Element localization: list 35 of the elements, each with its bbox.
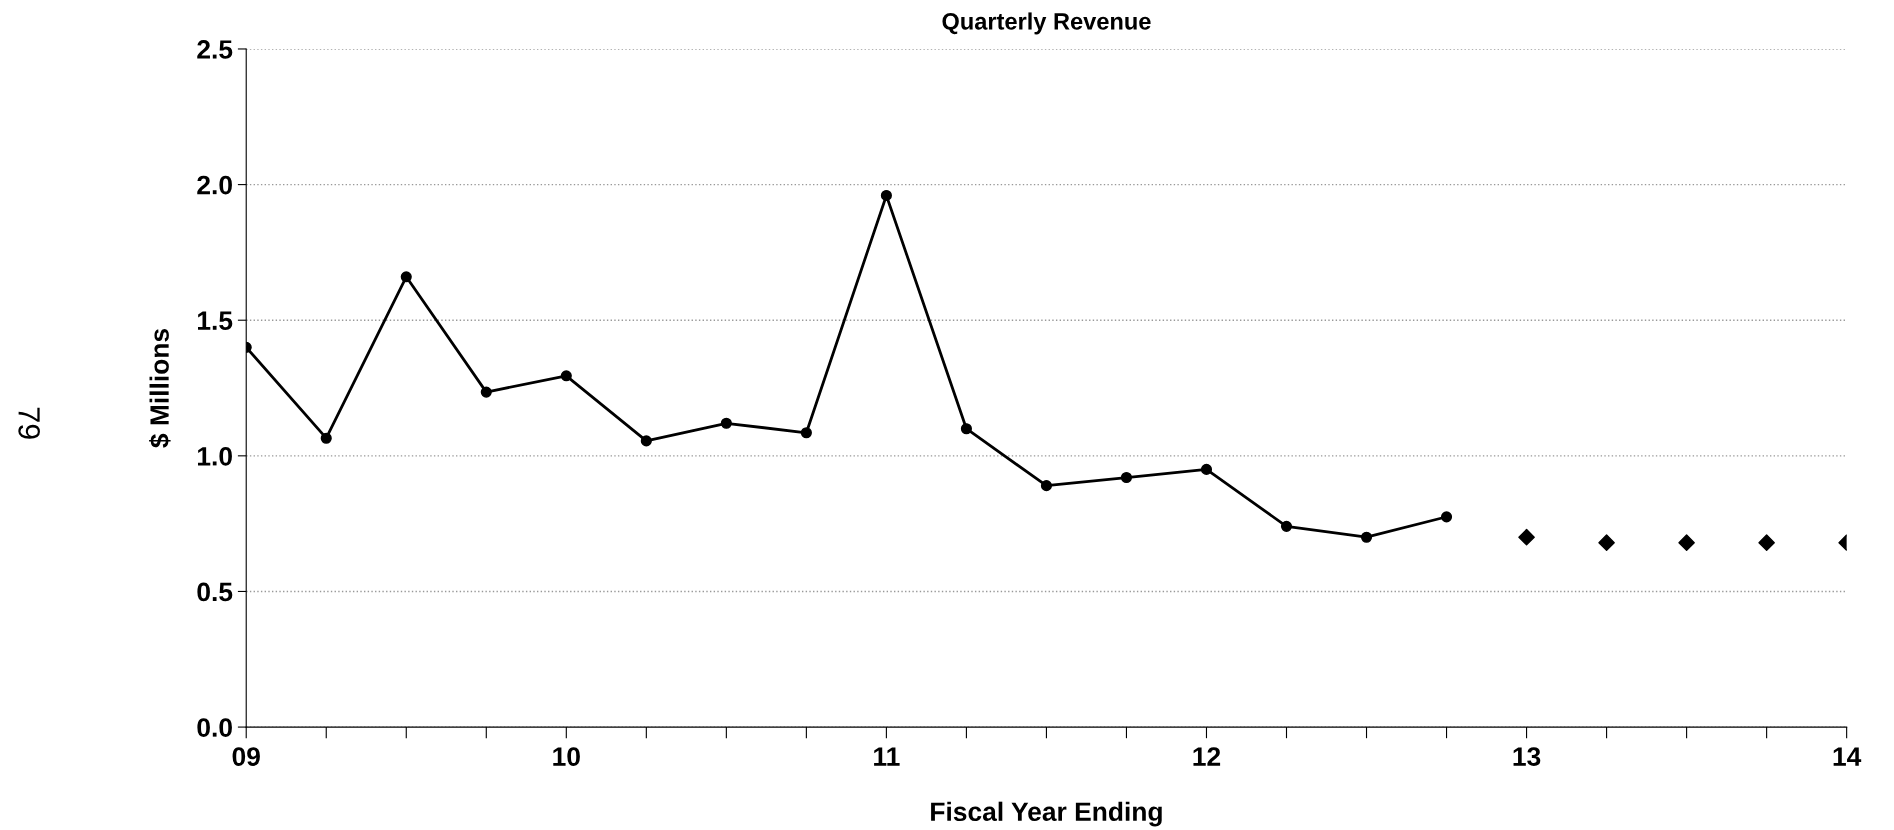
x-tick-label: 14 <box>1833 747 1862 766</box>
chart-title: Quarterly Revenue <box>942 12 1151 35</box>
point <box>800 427 812 439</box>
text: 79 <box>18 407 40 439</box>
x-tick-label: 12 <box>1193 747 1221 766</box>
y-tick-label: 2.5 <box>197 40 233 59</box>
y-tick-label: 0.5 <box>197 582 233 602</box>
point <box>400 271 412 283</box>
point <box>480 386 492 398</box>
y-tick-label: 0.0 <box>197 718 232 737</box>
point <box>720 417 732 429</box>
y-tick-label: 1.0 <box>198 446 232 466</box>
x-tick-label: 11 <box>874 747 900 766</box>
point <box>320 432 332 444</box>
x-tick-label: 13 <box>1513 747 1541 766</box>
y-tick-label: 2.0 <box>197 175 232 195</box>
point <box>1678 534 1695 551</box>
x-tick-label: 10 <box>553 747 580 766</box>
point <box>640 435 652 447</box>
x-tick-label: 09 <box>232 747 260 766</box>
y-axis-title: $ Millions <box>149 328 171 448</box>
point <box>1200 463 1213 475</box>
point <box>1598 534 1615 551</box>
point <box>560 370 572 382</box>
y-tick-label: 1.5 <box>198 311 233 331</box>
x-axis-title: Fiscal Year Ending <box>931 801 1162 827</box>
point <box>1120 471 1133 484</box>
point <box>880 189 892 201</box>
point <box>1360 531 1373 543</box>
point <box>1518 528 1535 546</box>
point <box>1440 511 1453 523</box>
point <box>1280 520 1293 532</box>
point <box>960 423 972 435</box>
point <box>1758 534 1775 551</box>
point <box>1040 480 1052 492</box>
